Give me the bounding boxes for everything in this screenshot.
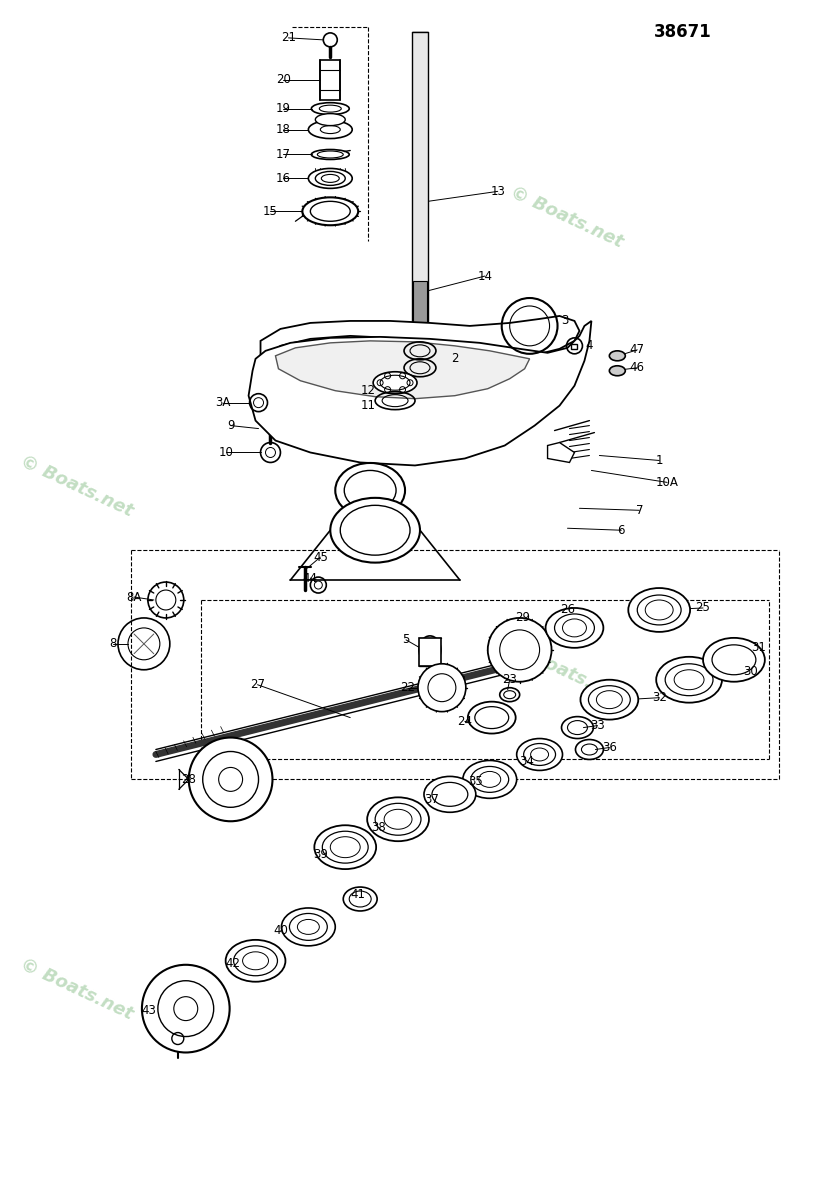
Text: 20: 20 bbox=[276, 73, 291, 86]
Text: 27: 27 bbox=[250, 678, 265, 691]
Text: 11: 11 bbox=[360, 400, 375, 412]
Ellipse shape bbox=[226, 940, 285, 982]
Text: 24: 24 bbox=[457, 715, 472, 728]
Text: 36: 36 bbox=[602, 742, 617, 754]
Text: 18: 18 bbox=[276, 124, 291, 136]
Ellipse shape bbox=[309, 168, 352, 188]
Text: 13: 13 bbox=[490, 185, 505, 198]
Ellipse shape bbox=[419, 636, 441, 664]
Ellipse shape bbox=[303, 197, 358, 226]
Ellipse shape bbox=[314, 826, 376, 869]
Text: 16: 16 bbox=[276, 172, 291, 185]
Text: 23: 23 bbox=[502, 673, 517, 686]
Text: 21: 21 bbox=[281, 31, 296, 44]
Text: 41: 41 bbox=[350, 888, 365, 900]
Ellipse shape bbox=[309, 121, 352, 138]
Text: 3A: 3A bbox=[215, 396, 230, 409]
Ellipse shape bbox=[315, 172, 345, 185]
Text: 40: 40 bbox=[273, 924, 288, 937]
Ellipse shape bbox=[330, 498, 420, 563]
Circle shape bbox=[188, 738, 273, 821]
Text: 15: 15 bbox=[263, 205, 278, 217]
Text: 1: 1 bbox=[656, 454, 663, 467]
Bar bbox=[419, 638, 441, 666]
Text: 37: 37 bbox=[425, 793, 440, 806]
Text: 4: 4 bbox=[585, 340, 593, 353]
Ellipse shape bbox=[545, 608, 603, 648]
Ellipse shape bbox=[424, 776, 476, 812]
Bar bbox=[571, 344, 577, 349]
Text: 5: 5 bbox=[402, 634, 409, 647]
Bar bbox=[413, 281, 427, 341]
Ellipse shape bbox=[656, 656, 722, 703]
Ellipse shape bbox=[468, 702, 515, 733]
Text: 26: 26 bbox=[560, 604, 575, 617]
Circle shape bbox=[418, 664, 466, 712]
Text: 9: 9 bbox=[227, 419, 234, 432]
Text: 43: 43 bbox=[142, 1004, 156, 1018]
Text: 46: 46 bbox=[630, 361, 645, 374]
Ellipse shape bbox=[335, 463, 405, 517]
Text: 42: 42 bbox=[225, 958, 240, 971]
Text: 30: 30 bbox=[743, 665, 758, 678]
Ellipse shape bbox=[610, 366, 626, 376]
Circle shape bbox=[142, 965, 229, 1052]
Text: 17: 17 bbox=[276, 148, 291, 161]
Text: 29: 29 bbox=[515, 612, 530, 624]
Text: 33: 33 bbox=[590, 719, 605, 732]
Text: 3: 3 bbox=[560, 314, 568, 328]
Bar bbox=[320, 60, 340, 100]
Text: 2: 2 bbox=[451, 353, 459, 365]
Text: 47: 47 bbox=[630, 343, 645, 356]
Ellipse shape bbox=[628, 588, 690, 632]
Ellipse shape bbox=[281, 908, 335, 946]
Text: © Boats.net: © Boats.net bbox=[17, 955, 135, 1022]
Ellipse shape bbox=[517, 738, 562, 770]
Text: © Boats.net: © Boats.net bbox=[507, 184, 626, 251]
Text: 38671: 38671 bbox=[654, 23, 712, 41]
Text: 39: 39 bbox=[313, 847, 328, 860]
Text: 28: 28 bbox=[181, 773, 196, 786]
Text: 38: 38 bbox=[371, 821, 385, 834]
Text: 44: 44 bbox=[303, 571, 318, 584]
Ellipse shape bbox=[580, 679, 638, 720]
Text: 7: 7 bbox=[636, 504, 643, 517]
Text: 25: 25 bbox=[696, 601, 711, 614]
Ellipse shape bbox=[373, 372, 417, 394]
Text: 34: 34 bbox=[520, 755, 534, 768]
Ellipse shape bbox=[310, 202, 350, 221]
Text: © Boats.net: © Boats.net bbox=[17, 452, 135, 521]
Text: © Boats.net: © Boats.net bbox=[507, 637, 626, 706]
Text: 14: 14 bbox=[477, 270, 492, 282]
Ellipse shape bbox=[315, 114, 345, 126]
Polygon shape bbox=[548, 443, 575, 462]
Ellipse shape bbox=[367, 797, 429, 841]
Text: 12: 12 bbox=[360, 384, 375, 397]
Polygon shape bbox=[275, 341, 530, 398]
Text: 31: 31 bbox=[751, 641, 766, 654]
Text: 10A: 10A bbox=[656, 476, 679, 488]
Text: 32: 32 bbox=[651, 691, 666, 704]
Polygon shape bbox=[249, 320, 591, 466]
Polygon shape bbox=[260, 316, 580, 361]
Ellipse shape bbox=[463, 761, 517, 798]
Ellipse shape bbox=[344, 887, 377, 911]
Text: 6: 6 bbox=[617, 523, 625, 536]
Ellipse shape bbox=[610, 350, 626, 361]
Bar bbox=[412, 32, 428, 331]
Text: 8: 8 bbox=[109, 637, 117, 650]
Ellipse shape bbox=[703, 638, 765, 682]
Text: 10: 10 bbox=[219, 446, 233, 458]
Text: 22: 22 bbox=[400, 682, 415, 695]
Text: 8A: 8A bbox=[126, 590, 142, 604]
Text: 35: 35 bbox=[469, 775, 483, 788]
Text: 19: 19 bbox=[276, 102, 291, 115]
Circle shape bbox=[488, 618, 551, 682]
Text: 45: 45 bbox=[313, 551, 328, 564]
